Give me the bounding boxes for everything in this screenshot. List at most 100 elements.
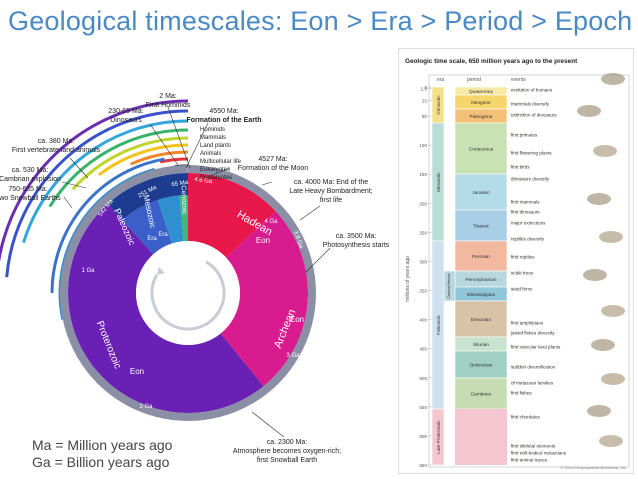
ring-tick-9: 65 Ma — [171, 180, 189, 188]
period-label-permian: Permian — [472, 254, 490, 260]
ring-tick-1: 4 Ga — [264, 219, 278, 225]
organism-illustration-0 — [601, 73, 625, 85]
life-list-2: Land plants — [200, 143, 231, 149]
ytick-4: 100 — [419, 143, 427, 148]
event-0-0: evolution of humans — [511, 88, 553, 93]
event-5-0: first birds — [511, 165, 530, 170]
life-list-6: Prokaryotes — [200, 175, 232, 181]
period-band-permian — [454, 240, 508, 272]
leader-line-1 — [149, 123, 179, 166]
event-15-0: sudden diversification — [511, 365, 556, 370]
era-word-mesozoic: Era — [158, 232, 168, 238]
history-arc-7 — [159, 157, 189, 164]
event-14-0: first vascular land plants — [511, 345, 561, 350]
leader-line-3 — [209, 167, 231, 177]
period-band-cretaceous — [454, 122, 508, 175]
page-title: Geological timescales: Eon > Era > Perio… — [8, 6, 633, 36]
ytick-14: 600 — [419, 434, 427, 439]
period-label-paleogene: Paleogene — [470, 114, 493, 120]
period-label-cambrian: Cambrian — [471, 392, 492, 398]
organism-illustration-6 — [601, 305, 625, 317]
event-3-0: first primates — [511, 133, 538, 138]
event-11-2: seed ferns — [511, 287, 533, 292]
period-label-devonian: Devonian — [471, 317, 492, 323]
organism-illustration-7 — [591, 339, 615, 351]
ytick-1: 2.6 — [421, 87, 428, 92]
life-list-1: Mammals — [200, 135, 226, 141]
annot-photosynthesis-0: ca. 3500 Ma: — [336, 233, 377, 240]
organism-illustration-5 — [583, 269, 607, 281]
history-arc-3 — [48, 128, 189, 208]
life-list-4: Multicellular life — [200, 159, 242, 165]
period-label-silurian: Silurian — [473, 342, 489, 348]
annot-formation-earth-0: 4550 Ma: — [209, 108, 238, 115]
legend-ma: Ma = Million years ago — [32, 437, 173, 453]
era-ring-cenozoic — [179, 195, 188, 242]
event-6-0: dinosaurs diversify — [511, 177, 550, 182]
leader-line-10 — [251, 411, 285, 438]
era-label-2: Paleozoic — [436, 314, 441, 335]
era-ring-mesozoic — [157, 195, 184, 244]
event-1-0: mammals diversify — [511, 102, 550, 107]
ring-tick-3: 3 Ga — [286, 353, 300, 359]
ytick-9: 350 — [419, 289, 427, 294]
period-label-cretaceous: Cretaceous — [469, 147, 494, 153]
header-period: period — [467, 77, 481, 83]
annot-bombardment-0: ca. 4000 Ma: End of the — [294, 179, 368, 186]
organism-illustration-2 — [593, 145, 617, 157]
ytick-3: 50 — [422, 114, 428, 119]
history-arc-5 — [98, 143, 189, 177]
eon-word-proterozoic: Eon — [130, 367, 144, 376]
annot-formation-moon-1: Formation of the Moon — [238, 165, 309, 172]
ring-tick-6: 1 Ga — [81, 268, 95, 274]
era-ring-paleozoic — [122, 199, 172, 255]
period-band-jurassic — [454, 173, 508, 211]
geologic-time-scale-panel: Geologic time scale, 650 million years a… — [398, 48, 634, 474]
history-arc-6 — [130, 150, 189, 166]
organism-illustration-8 — [601, 373, 625, 385]
annot-first-hominids-1: First Hominids — [146, 102, 191, 109]
period-band-cambrian — [454, 377, 508, 410]
header-era: era — [437, 77, 444, 83]
ytick-6: 200 — [419, 201, 427, 206]
event-16-0: first fishes — [511, 391, 532, 396]
time-direction-arrow — [150, 260, 226, 331]
leader-line-2 — [185, 122, 209, 169]
eon-ring-hadean — [188, 173, 276, 258]
history-arc-2 — [22, 119, 189, 244]
eon-word-archean: Eon — [290, 315, 304, 324]
event-9-0: major extinctions — [511, 221, 546, 226]
organism-illustration-4 — [599, 231, 623, 243]
annot-snowball-0: 750-635 Ma: — [8, 186, 47, 193]
ring-tick-0: 4.6 Ga — [194, 177, 213, 186]
ytick-2: 23 — [422, 98, 428, 103]
annot-vertebrates-1: First vertebrate land animals — [12, 147, 101, 154]
era-label-0: Cenozoic — [436, 95, 441, 115]
event-15-1: of metazoan families — [511, 381, 554, 386]
era-label-cenozoic: Cenozoic — [179, 185, 187, 215]
annot-snowball-1: Two Snowball Earths — [0, 195, 61, 202]
era-label-3: Late Proterozoic — [436, 420, 441, 454]
ytick-8: 300 — [419, 259, 427, 264]
period-band-ordovician — [454, 350, 508, 379]
history-arc-0 — [0, 99, 189, 263]
ytick-11: 450 — [419, 347, 427, 352]
annot-vertebrates-0: ca. 380 Ma: — [38, 138, 75, 145]
leader-line-4 — [261, 181, 273, 186]
carboniferous-label: Carbon-iferous — [447, 273, 451, 298]
organism-illustration-9 — [587, 405, 611, 417]
history-arc-4 — [71, 136, 189, 191]
event-8-0: first dinosaurs — [511, 210, 540, 215]
period-band-late-proterozoic — [455, 409, 507, 465]
yaxis-label: millions of years ago — [405, 256, 411, 302]
era-band-3 — [431, 408, 445, 466]
panel-title: Geologic time scale, 650 million years a… — [405, 58, 578, 65]
organism-illustration-10 — [599, 435, 623, 447]
ytick-15: 650 — [419, 463, 427, 468]
event-18-1: first soft-bodied metazoans — [511, 451, 567, 456]
period-band-devonian — [454, 300, 508, 338]
period-label-quaternary: Quaternary — [469, 89, 494, 95]
event-11-0: first reptiles — [511, 255, 535, 260]
annot-cambrian-1: Cambrian explosion — [0, 176, 61, 183]
annot-formation-moon-0: 4527 Ma: — [258, 156, 287, 163]
